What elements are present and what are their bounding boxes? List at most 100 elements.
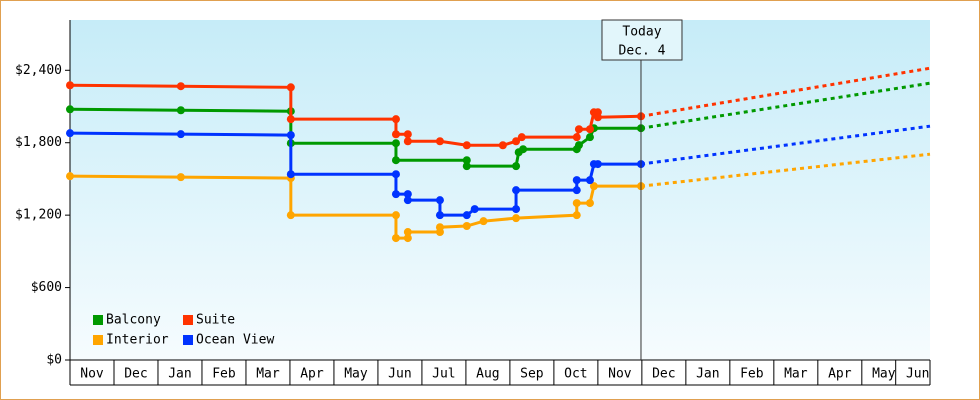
x-tick-label: Jan bbox=[696, 367, 719, 382]
point bbox=[512, 137, 521, 146]
point bbox=[498, 141, 507, 150]
x-tick-label: Jun bbox=[388, 367, 411, 382]
point bbox=[572, 199, 581, 208]
point bbox=[512, 186, 521, 195]
point bbox=[176, 106, 185, 115]
point bbox=[391, 139, 400, 148]
point bbox=[435, 196, 444, 205]
point bbox=[403, 190, 412, 199]
point bbox=[286, 170, 295, 179]
point bbox=[462, 141, 471, 150]
point bbox=[403, 234, 412, 243]
x-tick-label: Aug bbox=[476, 367, 499, 382]
point bbox=[572, 133, 581, 142]
point bbox=[403, 196, 412, 205]
point bbox=[585, 176, 594, 185]
point bbox=[286, 115, 295, 124]
x-tick-label: Nov bbox=[80, 367, 104, 382]
x-tick-label: May bbox=[344, 367, 368, 382]
point bbox=[572, 186, 581, 195]
point bbox=[286, 211, 295, 220]
point bbox=[391, 190, 400, 199]
x-tick-label: Apr bbox=[300, 367, 324, 382]
y-tick-label: $0 bbox=[46, 353, 62, 368]
point bbox=[391, 130, 400, 139]
projection-line bbox=[640, 81, 931, 130]
point bbox=[512, 214, 521, 223]
projection-line bbox=[640, 124, 931, 166]
point bbox=[462, 211, 471, 220]
legend-swatch bbox=[93, 315, 103, 325]
x-tick-label: Dec bbox=[124, 367, 147, 382]
point bbox=[391, 115, 400, 124]
x-tick-label: Jul bbox=[432, 367, 455, 382]
point bbox=[589, 182, 598, 191]
legend-label: Balcony bbox=[106, 313, 161, 328]
point bbox=[572, 176, 581, 185]
legend-swatch bbox=[183, 315, 193, 325]
plot-area bbox=[70, 20, 930, 360]
x-tick-label: Nov bbox=[608, 367, 632, 382]
point bbox=[66, 172, 74, 181]
point bbox=[286, 83, 295, 92]
point bbox=[176, 130, 185, 139]
point bbox=[585, 125, 594, 134]
point bbox=[479, 217, 488, 226]
point bbox=[66, 81, 74, 90]
legend-swatch bbox=[183, 335, 193, 345]
projection-line bbox=[640, 152, 931, 188]
point bbox=[435, 223, 444, 232]
x-tick-label: May bbox=[872, 367, 896, 382]
point bbox=[574, 125, 583, 134]
x-tick-label: Sep bbox=[520, 367, 544, 382]
legend-label: Ocean View bbox=[196, 333, 274, 348]
point bbox=[391, 211, 400, 220]
point bbox=[391, 234, 400, 243]
point bbox=[391, 156, 400, 165]
series-line bbox=[69, 107, 641, 168]
point bbox=[403, 137, 412, 146]
point bbox=[66, 105, 74, 114]
point bbox=[286, 131, 295, 140]
projection-line bbox=[640, 66, 931, 118]
point bbox=[585, 199, 594, 208]
point bbox=[462, 222, 471, 231]
y-tick-label: $2,400 bbox=[15, 63, 62, 78]
point bbox=[462, 162, 471, 171]
legend-swatch bbox=[93, 335, 103, 345]
point bbox=[470, 205, 479, 214]
point bbox=[176, 173, 185, 182]
point bbox=[391, 170, 400, 179]
point bbox=[435, 211, 444, 220]
x-tick-label: Feb bbox=[740, 367, 764, 382]
point bbox=[517, 133, 526, 142]
point bbox=[572, 211, 581, 220]
today-label: Dec. 4 bbox=[619, 44, 666, 59]
point bbox=[574, 141, 583, 150]
point bbox=[593, 113, 602, 122]
point bbox=[435, 137, 444, 146]
x-tick-label: Dec bbox=[652, 367, 675, 382]
point bbox=[462, 156, 471, 165]
x-tick-label: Mar bbox=[256, 367, 280, 382]
point bbox=[519, 145, 528, 154]
point bbox=[403, 228, 412, 237]
today-box bbox=[601, 19, 683, 61]
x-tick-label: Mar bbox=[784, 367, 808, 382]
today-label: Today bbox=[622, 25, 661, 40]
x-tick-label: Jan bbox=[168, 367, 191, 382]
y-tick-label: $1,200 bbox=[15, 208, 62, 223]
point bbox=[176, 82, 185, 91]
point bbox=[403, 130, 412, 139]
x-tick-label: Jun bbox=[906, 367, 929, 382]
point bbox=[512, 162, 521, 171]
x-tick-label: Apr bbox=[828, 367, 852, 382]
point bbox=[512, 205, 521, 214]
point bbox=[593, 160, 602, 169]
legend-label: Interior bbox=[106, 333, 169, 348]
y-tick-label: $1,800 bbox=[15, 135, 62, 150]
x-tick-label: Feb bbox=[212, 367, 236, 382]
y-tick-label: $600 bbox=[31, 280, 62, 295]
x-tick-label: Oct bbox=[564, 367, 587, 382]
